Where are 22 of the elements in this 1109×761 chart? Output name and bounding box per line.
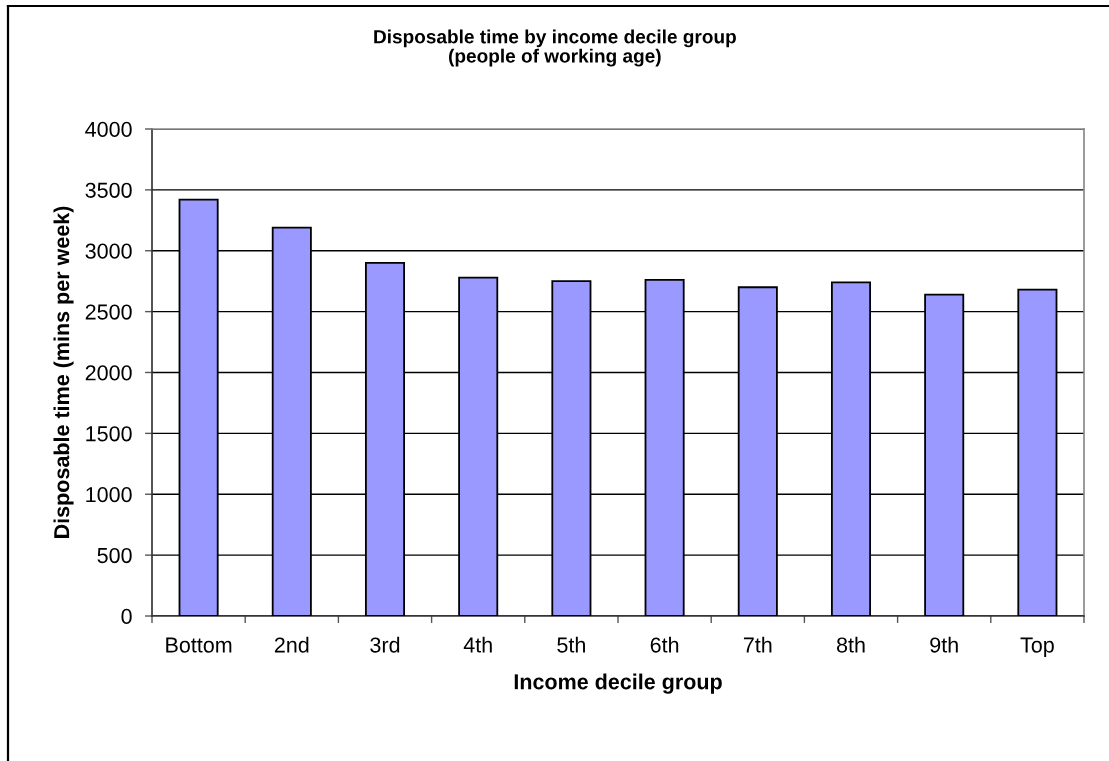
y-tick-label: 3000 (85, 243, 132, 259)
y-axis-title: Disposable time (mins per week) (53, 206, 74, 538)
x-tick-label: 5th (557, 636, 585, 653)
y-tick-label: 2500 (85, 304, 132, 320)
x-tick-label: 2nd (274, 636, 309, 653)
y-tick-label: 4000 (85, 121, 132, 138)
y-tick-label: 2000 (85, 365, 132, 381)
y-tick-label: 0 (121, 608, 132, 625)
x-tick-label: 6th (650, 636, 679, 653)
x-tick-label: Bottom (166, 637, 232, 653)
x-tick-label: Top (1020, 637, 1054, 657)
x-tick-label: 4th (463, 636, 492, 653)
y-tick-label: 3500 (85, 182, 132, 198)
x-tick-label: 7th (743, 636, 772, 653)
y-tick-label: 1500 (86, 426, 132, 442)
x-tick-label: 3rd (370, 636, 400, 653)
y-tick-label: 500 (97, 547, 132, 564)
x-tick-label: 9th (930, 636, 958, 653)
x-axis-title: Income decile group (514, 673, 722, 694)
x-tick-label: 8th (836, 636, 865, 653)
y-tick-label: 1000 (86, 487, 132, 503)
chart-title: Disposable time by income decile group (people of working age) (374, 29, 736, 67)
